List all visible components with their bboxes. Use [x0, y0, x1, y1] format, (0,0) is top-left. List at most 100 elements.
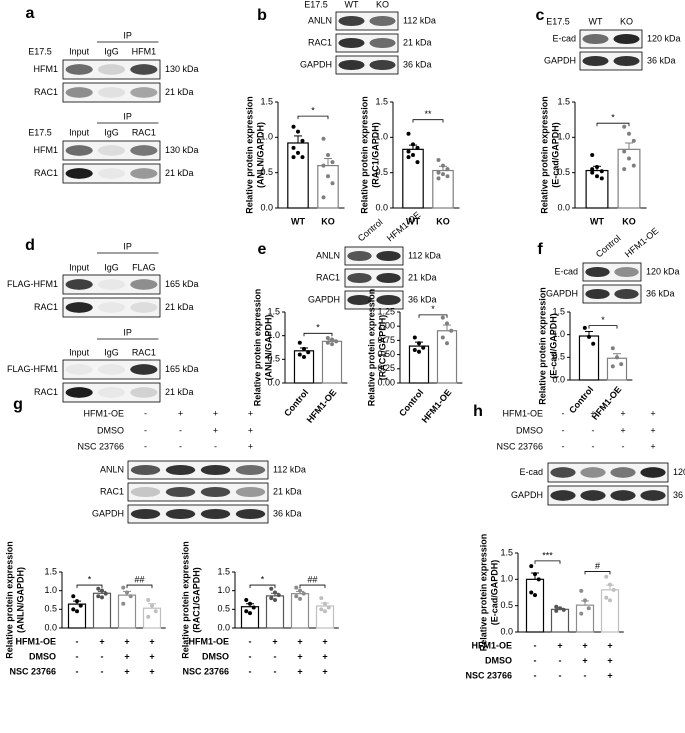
condition-sign: - [559, 670, 562, 680]
lane-label: KO [376, 0, 389, 9]
x-tick-label: Control [282, 387, 310, 418]
significance-bracket [303, 332, 333, 337]
data-point [529, 590, 534, 595]
data-point [406, 155, 411, 160]
lane-label: HFM1-OE [385, 210, 422, 244]
blot-frame [62, 163, 161, 184]
data-point [595, 165, 599, 170]
data-point [631, 163, 636, 168]
blot-context: E17.5 [304, 0, 328, 9]
y-axis-title: Relative protein expression [252, 289, 262, 407]
blot-band [376, 272, 401, 284]
row-label: GAPDH [300, 59, 332, 69]
kda-label: 36 kDa [646, 288, 675, 298]
condition-sign: - [592, 425, 595, 435]
data-point [300, 155, 305, 160]
data-point [590, 170, 595, 175]
data-point [330, 337, 334, 342]
lane-label: Input [69, 127, 90, 137]
blot-band [369, 37, 396, 49]
significance-label: ** [424, 109, 432, 119]
blot-frame [127, 504, 269, 524]
y-axis-title: (ANLN/GAPDH) [255, 122, 265, 188]
data-point [269, 596, 274, 601]
blot-band [200, 464, 231, 476]
y-tick-label: 0.0 [44, 622, 57, 632]
data-point [412, 335, 417, 340]
lane-label: IgG [104, 347, 119, 357]
data-point [595, 174, 599, 179]
data-point [244, 609, 249, 614]
condition-sign: + [322, 636, 327, 646]
data-point [411, 153, 415, 157]
lane-label: Control [356, 217, 385, 243]
condition-label: NSC 23766 [9, 666, 56, 676]
condition-sign: - [274, 666, 277, 676]
bar [436, 330, 458, 384]
bar [575, 604, 595, 633]
lane-label: WT [345, 0, 359, 9]
bar [117, 594, 137, 629]
y-tick-label: 0.0 [557, 202, 570, 212]
x-tick-label: KO [321, 216, 335, 226]
ip-label: IP [123, 111, 132, 121]
row-label: RAC1 [34, 168, 58, 178]
blot-band [235, 486, 266, 498]
blot-band [582, 33, 609, 45]
data-point [103, 591, 108, 596]
condition-sign: + [620, 425, 625, 435]
y-tick-label: 0.0 [267, 377, 280, 387]
panel-label: c [536, 7, 545, 24]
condition-label: HFM1-OE [84, 408, 125, 418]
panel-label: b [257, 7, 267, 24]
data-point [269, 586, 274, 591]
significance-label: * [316, 323, 320, 333]
data-point [529, 564, 534, 569]
data-point [276, 593, 281, 598]
y-tick-label: 1.0 [552, 329, 565, 339]
bar [402, 148, 424, 209]
y-tick-label: 0.5 [557, 167, 570, 177]
row-label: FLAG-HFM1 [7, 279, 58, 289]
blot-band [640, 490, 666, 501]
blot-band [347, 250, 372, 262]
condition-label: HFM1-OE [472, 640, 513, 650]
y-tick-label: 0.5 [217, 604, 230, 614]
blot-band [582, 55, 609, 67]
bar [525, 578, 545, 633]
significance-label: * [311, 106, 315, 116]
blot-band [65, 145, 93, 156]
blot-band [130, 145, 158, 156]
condition-sign: + [124, 651, 129, 661]
data-point [297, 352, 302, 357]
y-axis-title: Relative protein expression [244, 96, 254, 214]
blot-band [130, 486, 161, 498]
significance-label: * [601, 315, 605, 325]
data-point [579, 611, 584, 616]
condition-sign: - [562, 425, 565, 435]
significance-bracket [297, 115, 329, 120]
data-point [604, 574, 609, 579]
condition-sign: + [213, 408, 218, 418]
blot-band [347, 272, 372, 284]
y-tick-label: 0.0 [552, 374, 565, 384]
y-tick-label: 1.0 [260, 132, 273, 142]
data-point [294, 585, 299, 590]
data-point [590, 167, 595, 172]
data-point [150, 603, 154, 608]
condition-sign: + [650, 408, 655, 418]
condition-sign: + [297, 636, 302, 646]
condition-sign: - [584, 670, 587, 680]
blot-band [369, 59, 396, 71]
bar [317, 165, 339, 209]
blot-frame [62, 82, 161, 103]
data-point [100, 595, 104, 600]
blot-band [550, 490, 576, 501]
data-point [302, 346, 306, 351]
blot-frame [62, 274, 161, 295]
data-point [582, 325, 587, 330]
panel-label: f [537, 241, 543, 258]
blot-band [338, 15, 365, 27]
row-label: HFM1 [34, 145, 59, 155]
blot-band [130, 387, 158, 398]
